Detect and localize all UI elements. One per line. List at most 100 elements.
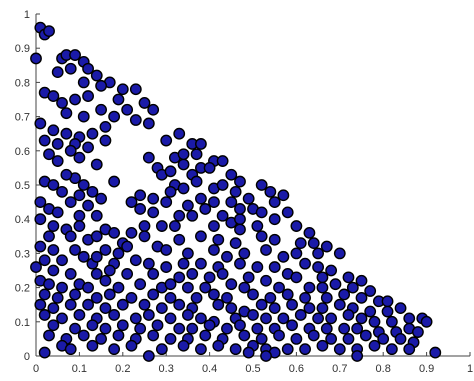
scatter-point: [38, 309, 51, 321]
scatter-point: [277, 189, 290, 202]
scatter-point: [316, 281, 329, 294]
scatter-point: [108, 226, 121, 239]
scatter-point: [47, 264, 60, 277]
scatter-point: [255, 298, 268, 311]
scatter-point: [56, 254, 68, 267]
scatter-point: [299, 291, 311, 304]
scatter-point: [138, 298, 151, 311]
scatter-point: [151, 319, 164, 332]
scatter-point: [286, 319, 298, 332]
scatter-point: [381, 305, 394, 318]
scatter-point: [290, 332, 303, 345]
scatter-point: [73, 189, 86, 202]
scatter-point: [273, 281, 285, 294]
scatter-point: [69, 244, 81, 256]
scatter-point: [264, 185, 277, 198]
scatter-point: [60, 107, 73, 120]
scatter-point: [43, 230, 55, 243]
scatter-point: [316, 271, 329, 284]
scatter-point: [64, 230, 77, 243]
scatter-point: [412, 326, 424, 338]
scatter-point: [364, 305, 377, 318]
scatter-point: [242, 346, 255, 359]
x-tick-group: 0 0.1 0.2 0.3 0.4 0.5 0.6 0.7 0.8 0.9 1: [33, 352, 473, 375]
scatter-point: [229, 237, 242, 250]
scatter-point: [99, 134, 112, 147]
scatter-point: [247, 309, 259, 321]
scatter-point: [212, 339, 225, 352]
scatter-point: [99, 120, 112, 133]
x-tick-label: 0: [33, 363, 39, 375]
scatter-point: [147, 329, 160, 342]
scatter-point: [82, 298, 94, 311]
scatter-point: [260, 244, 272, 256]
y-tick-label: 0.8: [15, 77, 30, 89]
scatter-point: [255, 206, 268, 219]
scatter-point: [121, 240, 134, 253]
scatter-point: [268, 213, 281, 226]
scatter-point: [47, 124, 60, 137]
scatter-point: [320, 291, 333, 304]
scatter-point: [195, 230, 207, 243]
scatter-point: [138, 220, 151, 232]
scatter-point: [34, 213, 47, 226]
scatter-point: [47, 319, 60, 332]
scatter-point: [186, 322, 199, 335]
scatter-point: [51, 66, 64, 79]
x-tick-label: 0.9: [419, 363, 434, 375]
scatter-point: [229, 185, 242, 198]
scatter-point: [69, 288, 81, 301]
x-tick-label: 0.3: [159, 363, 174, 375]
scatter-point: [69, 322, 81, 335]
scatter-point: [203, 319, 216, 332]
scatter-point: [82, 141, 94, 154]
scatter-point: [30, 52, 42, 65]
scatter-point: [173, 127, 186, 140]
scatter-point: [38, 288, 51, 301]
scatter-point: [38, 254, 51, 267]
scatter-point: [216, 209, 229, 222]
scatter-point: [355, 274, 368, 287]
scatter-point: [420, 315, 433, 328]
scatter-point: [277, 250, 290, 263]
scatter-point: [147, 206, 160, 219]
scatter-point: [325, 264, 338, 277]
x-tick-label: 1: [467, 363, 473, 375]
scatter-point: [208, 196, 220, 209]
scatter-point: [177, 257, 190, 270]
scatter-point: [69, 49, 81, 61]
scatter-point: [129, 114, 142, 126]
scatter-point: [208, 244, 220, 256]
scatter-point: [355, 312, 368, 325]
scatter-point: [142, 117, 155, 130]
scatter-point: [160, 134, 173, 147]
scatter-point: [142, 309, 155, 321]
x-tick-label: 0.4: [202, 363, 217, 375]
scatter-point: [90, 69, 103, 82]
y-tick-label: 0.6: [15, 146, 30, 158]
scatter-point: [90, 158, 103, 171]
scatter-point: [125, 339, 138, 352]
scatter-point: [95, 103, 108, 116]
scatter-point: [181, 281, 194, 294]
scatter-point: [190, 148, 203, 161]
scatter-point: [86, 127, 99, 140]
scatter-point: [129, 312, 142, 325]
scatter-point: [108, 309, 121, 321]
scatter-point: [216, 268, 229, 280]
scatter-point: [294, 237, 307, 250]
scatter-point: [221, 291, 233, 304]
scatter-point: [64, 196, 77, 209]
scatter-point: [168, 220, 181, 232]
scatter-point: [234, 223, 246, 236]
scatter-point: [385, 315, 398, 328]
scatter-point: [86, 339, 99, 352]
scatter-point: [112, 247, 125, 260]
scatter-point: [77, 250, 90, 263]
scatter-point: [112, 281, 125, 294]
scatter-point: [34, 196, 47, 209]
scatter-point: [142, 151, 155, 164]
scatter-point: [125, 196, 138, 209]
scatter-point: [312, 312, 324, 325]
scatter-point: [238, 247, 251, 260]
